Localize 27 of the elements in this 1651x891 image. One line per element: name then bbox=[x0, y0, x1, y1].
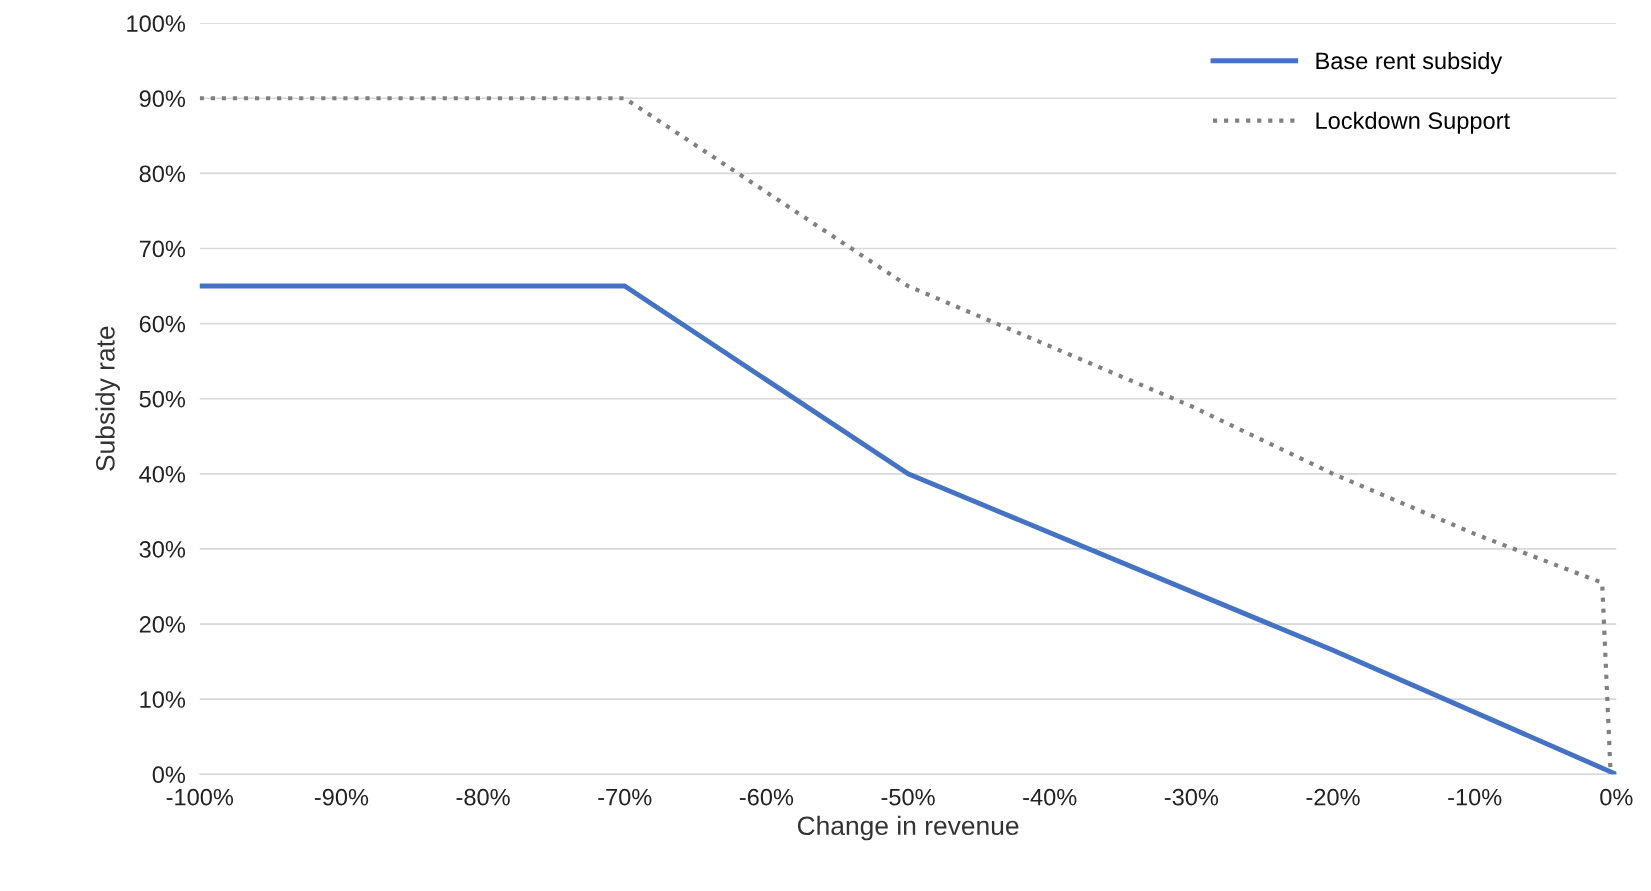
x-tick-label: -50% bbox=[881, 788, 935, 806]
legend-label: Lockdown Support bbox=[1316, 111, 1510, 134]
x-tick-label: -30% bbox=[1164, 788, 1219, 806]
x-tick-label: -80% bbox=[456, 788, 510, 806]
line-series bbox=[199, 283, 1617, 775]
x-tick-label: -40% bbox=[1023, 788, 1077, 806]
y-tick-label: 60% bbox=[139, 315, 186, 333]
y-tick-label: 40% bbox=[139, 465, 186, 483]
x-tick-label: -10% bbox=[1448, 788, 1502, 806]
x-tick-label: -20% bbox=[1306, 788, 1360, 806]
x-axis-title: Change in revenue bbox=[797, 815, 1019, 841]
x-tick-label: -100% bbox=[166, 788, 234, 806]
x-tick-label: 0% bbox=[1600, 788, 1633, 806]
x-tick-label: -60% bbox=[739, 788, 794, 806]
y-tick-label: 100% bbox=[127, 15, 186, 32]
y-tick-label: 70% bbox=[139, 240, 186, 258]
y-tick-label: 30% bbox=[139, 541, 186, 558]
y-tick-label: 0% bbox=[152, 766, 186, 784]
x-tick-label: -90% bbox=[314, 788, 369, 806]
y-axis-title: Subsidy rate bbox=[95, 326, 120, 471]
y-tick-label: 80% bbox=[139, 165, 186, 183]
y-tick-label: 20% bbox=[139, 616, 186, 633]
y-tick-label: 90% bbox=[139, 90, 186, 108]
y-tick-label: 10% bbox=[140, 691, 186, 708]
legend-label: Base rent subsidy bbox=[1316, 51, 1503, 74]
x-tick-label: -70% bbox=[598, 788, 652, 806]
y-tick-label: 50% bbox=[139, 390, 186, 408]
